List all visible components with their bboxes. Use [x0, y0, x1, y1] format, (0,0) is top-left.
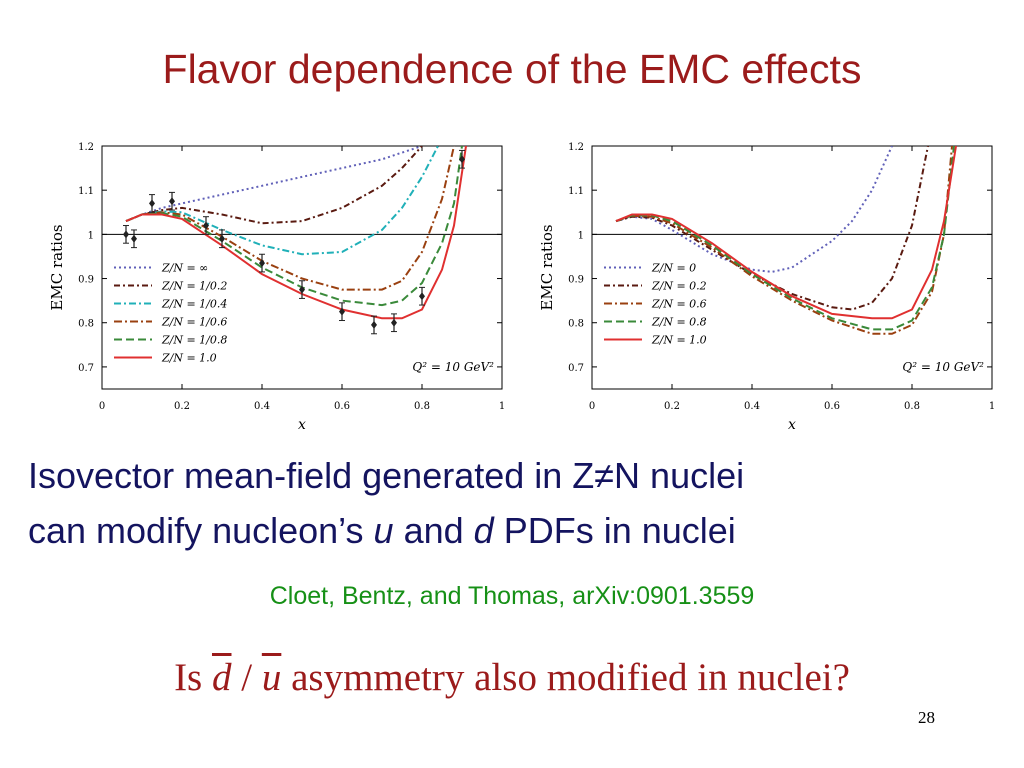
chart0-legend-label-3: Z/N = 1/0.6 [161, 316, 227, 329]
chart0-data-point [259, 259, 265, 268]
slide-title: Flavor dependence of the EMC effects [162, 46, 862, 92]
chart1-x-tick-label: 0.4 [744, 401, 760, 412]
chart1-legend-label-0: Z/N = 0 [651, 262, 696, 275]
chart0-y-tick-label: 1.1 [78, 186, 94, 197]
chart1-y-tick-label: 0.8 [568, 319, 584, 330]
chart0-data-point [299, 285, 305, 294]
chart0-y-tick-label: 1 [88, 230, 94, 241]
body-line-2: can modify nucleon’s u and d PDFs in nuc… [28, 510, 736, 552]
chart0-legend-label-5: Z/N = 1.0 [161, 352, 217, 365]
chart0-series-line-4 [125, 146, 463, 307]
body-line-2-part-a: can modify nucleon’s [28, 510, 374, 551]
chart1-x-tick-label: 0.2 [664, 401, 680, 412]
chart1-annotation: Q² = 10 GeV² [902, 360, 984, 374]
chart1-x-tick-label: 0 [589, 401, 595, 412]
chart0-legend-label-4: Z/N = 1/0.8 [161, 334, 227, 347]
chart0-data-point [419, 292, 425, 301]
chart0-data-point [459, 155, 465, 164]
chart0-data-point [391, 318, 397, 327]
chart0-data-point [131, 234, 137, 243]
chart1-series-line-4 [615, 146, 957, 320]
chart1-x-tick-label: 1 [989, 401, 995, 412]
body-line-2-part-b: and [393, 510, 474, 551]
chart0-x-axis-label: x [298, 417, 306, 433]
chart1-plot-frame [591, 145, 993, 390]
chart1-x-axis-label: x [788, 417, 796, 433]
chart1-series-line-1 [615, 146, 929, 311]
chart0-data-point [219, 234, 225, 243]
chart0-data-point [123, 230, 129, 239]
chart1-series-line-3 [615, 146, 955, 331]
chart1-legend-label-2: Z/N = 0.6 [651, 298, 707, 311]
chart0-data-point [339, 307, 345, 316]
chart1-legend-label-3: Z/N = 0.8 [651, 316, 707, 329]
page-number: 28 [918, 708, 935, 727]
chart0-data-point [371, 320, 377, 329]
chart0-series-line-5 [125, 146, 467, 320]
chart0-series-line-0 [125, 146, 423, 223]
chart1-legend-label-1: Z/N = 0.2 [651, 280, 707, 293]
chart0-data-point [169, 197, 175, 206]
chart0-x-tick-label: 0.4 [254, 401, 270, 412]
chart1-y-tick-label: 0.9 [568, 275, 584, 286]
question-part-b: asymmetry also modified in nuclei? [281, 656, 850, 699]
chart1-legend-label-4: Z/N = 1.0 [651, 334, 707, 347]
chart0-data-point [149, 199, 155, 208]
body-line-2-part-c: PDFs in nuclei [493, 510, 736, 551]
citation: Cloet, Bentz, and Thomas, arXiv:0901.355… [269, 582, 755, 610]
chart0-x-tick-label: 0.2 [174, 401, 190, 412]
chart0-x-tick-label: 0.8 [414, 401, 430, 412]
chart0-series-group [123, 146, 467, 335]
question-ubar: u [261, 656, 282, 699]
chart0-legend-label-2: Z/N = 1/0.4 [161, 298, 227, 311]
chart0-y-tick-label: 0.8 [78, 319, 94, 330]
question-dbar: d [211, 656, 232, 699]
chart0-y-tick-label: 1.2 [78, 142, 94, 153]
question-part-a: Is [174, 656, 212, 699]
chart0-x-tick-label: 0.6 [334, 401, 350, 412]
emc-chart-left: 0 0.2 0.4 0.6 0.8 1 0.7 0.8 0.9 1 1.1 1.2 x EMC ratio… [48, 142, 505, 433]
chart1-x-tick-label: 0.6 [824, 401, 840, 412]
chart1-y-axis-label: EMC ratios [538, 224, 556, 310]
chart1-y-tick-label: 0.7 [568, 363, 584, 374]
chart1-series-group [615, 146, 957, 335]
question-line: Is d / u asymmetry also modified in nucl… [0, 655, 1024, 700]
chart0-legend-label-1: Z/N = 1/0.2 [161, 280, 227, 293]
chart1-y-tick-label: 1 [578, 230, 584, 241]
chart0-x-tick-label: 1 [499, 401, 505, 412]
emc-chart-right: 0 0.2 0.4 0.6 0.8 1 0.7 0.8 0.9 1 1.1 1.2 x EMC ratio… [538, 142, 995, 433]
chart0-plot-frame [101, 145, 503, 390]
chart1-y-tick-label: 1.1 [568, 186, 584, 197]
chart0-data-point [203, 221, 209, 230]
question-slash: / [231, 656, 262, 699]
body-line-2-d: d [473, 510, 494, 551]
body-line-2-u: u [373, 510, 394, 551]
chart0-annotation: Q² = 10 GeV² [412, 360, 494, 374]
chart0-y-axis-label: EMC ratios [48, 224, 66, 310]
chart1-x-tick-label: 0.8 [904, 401, 920, 412]
chart0-y-tick-label: 0.9 [78, 275, 94, 286]
chart0-x-tick-label: 0 [99, 401, 105, 412]
chart1-y-tick-label: 1.2 [568, 142, 584, 153]
chart0-y-tick-label: 0.7 [78, 363, 94, 374]
chart0-legend-label-0: Z/N = ∞ [161, 262, 208, 275]
chart1-series-line-0 [615, 146, 893, 273]
body-line-1: Isovector mean-field generated in Z≠N nu… [28, 455, 745, 496]
